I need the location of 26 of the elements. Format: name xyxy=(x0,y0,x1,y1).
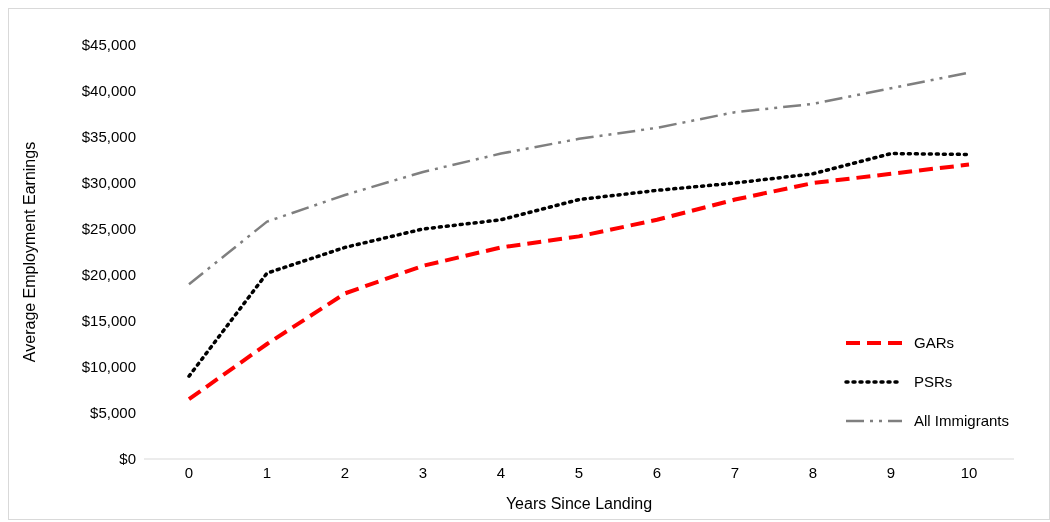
x-tick-label: 4 xyxy=(496,463,506,481)
y-axis-title: Average Employment Earnings xyxy=(20,141,38,363)
y-tick-label: $0 xyxy=(119,450,136,468)
y-tick-label: $20,000 xyxy=(81,266,136,284)
x-tick-label: 9 xyxy=(886,463,896,481)
x-tick-label: 0 xyxy=(184,463,194,481)
y-tick-label: $30,000 xyxy=(81,174,136,192)
y-tick-label: $5,000 xyxy=(90,404,136,422)
y-tick-label: $45,000 xyxy=(81,36,136,54)
legend-label: All Immigrants xyxy=(913,412,1009,429)
x-tick-label: 6 xyxy=(652,463,662,481)
y-tick-label: $40,000 xyxy=(81,82,136,100)
x-tick-label: 2 xyxy=(340,463,350,481)
y-tick-label: $25,000 xyxy=(81,220,136,238)
legend-label: PSRs xyxy=(913,373,953,390)
legend-label: GARs xyxy=(913,334,954,351)
x-axis-title: Years Since Landing xyxy=(505,495,653,512)
x-tick-label: 3 xyxy=(418,463,428,481)
y-tick-label: $10,000 xyxy=(81,358,136,376)
x-tick-label: 5 xyxy=(574,463,584,481)
y-tick-label: $35,000 xyxy=(81,128,136,146)
x-tick-label: 8 xyxy=(808,463,818,481)
x-tick-label: 10 xyxy=(960,463,978,481)
x-tick-label: 7 xyxy=(730,463,740,481)
y-tick-label: $15,000 xyxy=(81,312,136,330)
x-tick-label: 1 xyxy=(262,463,272,481)
